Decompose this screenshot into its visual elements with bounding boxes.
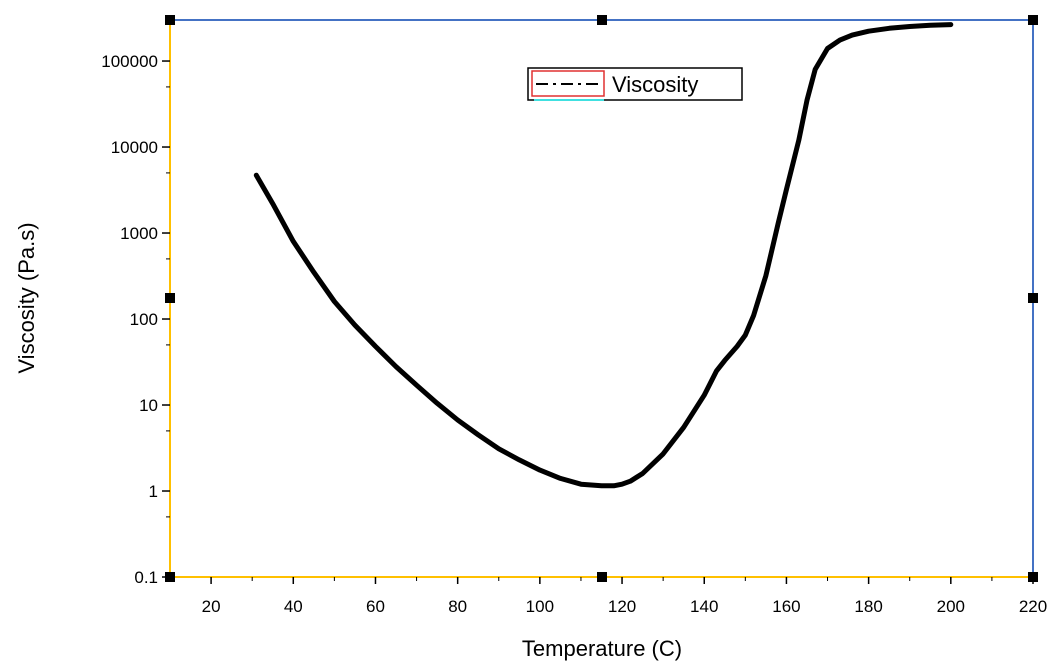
x-tick-label: 20: [202, 597, 221, 616]
x-tick-label: 40: [284, 597, 303, 616]
x-tick-label: 80: [448, 597, 467, 616]
series-line-viscosity: [253, 22, 954, 489]
x-tick-label: 160: [772, 597, 800, 616]
legend-accent-frame: [531, 70, 605, 97]
y-tick-label: 1: [149, 482, 158, 501]
selection-handle: [1028, 15, 1038, 25]
selection-handle: [1028, 572, 1038, 582]
y-tick-label: 1000: [120, 224, 158, 243]
y-tick-label: 100: [130, 310, 158, 329]
x-tick-label: 120: [608, 597, 636, 616]
x-tick-label: 180: [854, 597, 882, 616]
y-axis-title: Viscosity (Pa.s): [14, 222, 39, 373]
x-tick-label: 100: [526, 597, 554, 616]
x-tick-label: 140: [690, 597, 718, 616]
selection-handle: [165, 293, 175, 303]
x-tick-label: 220: [1019, 597, 1047, 616]
selection-handle: [165, 15, 175, 25]
y-tick-label: 10000: [111, 138, 158, 157]
y-tick-label: 10: [139, 396, 158, 415]
legend-label-viscosity: Viscosity: [612, 72, 698, 97]
y-tick-label: 0.1: [134, 568, 158, 587]
legend: Viscosity: [527, 67, 743, 101]
selection-handle: [165, 572, 175, 582]
y-tick-label: 100000: [101, 52, 158, 71]
selection-handle: [597, 572, 607, 582]
selection-handle: [1028, 293, 1038, 303]
selection-handle: [597, 15, 607, 25]
x-tick-label: 200: [937, 597, 965, 616]
x-axis-title: Temperature (C): [522, 636, 682, 661]
series-layer: [253, 22, 954, 489]
ticks-group: 20 40 60 80 100 120 140 160 180 200 220 0.1 1 10 100 10…: [101, 52, 1047, 616]
selection-handles: [165, 15, 1038, 582]
x-tick-label: 60: [366, 597, 385, 616]
